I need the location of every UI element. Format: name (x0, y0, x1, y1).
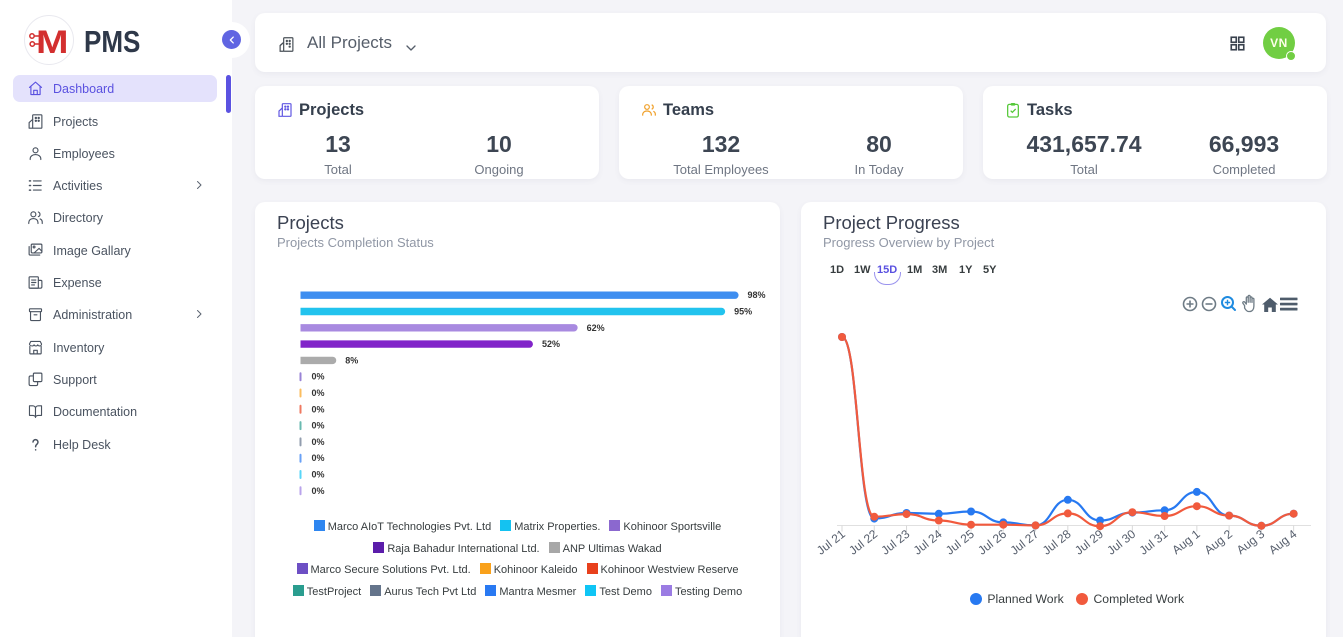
svg-text:Jul 28: Jul 28 (1040, 527, 1074, 558)
svg-text:Jul 31: Jul 31 (1137, 527, 1171, 558)
svg-text:Aug 4: Aug 4 (1266, 527, 1300, 558)
svg-text:0%: 0% (312, 437, 325, 447)
svg-text:95%: 95% (734, 307, 752, 317)
svg-text:0%: 0% (312, 486, 325, 496)
svg-text:0%: 0% (312, 388, 325, 398)
svg-text:Jul 26: Jul 26 (975, 527, 1009, 558)
svg-text:Jul 23: Jul 23 (879, 527, 913, 558)
svg-text:52%: 52% (542, 339, 560, 349)
svg-text:98%: 98% (748, 290, 766, 300)
svg-text:Jul 22: Jul 22 (846, 527, 880, 558)
svg-text:0%: 0% (312, 470, 325, 480)
svg-text:Jul 27: Jul 27 (1008, 527, 1042, 558)
svg-text:Jul 30: Jul 30 (1104, 527, 1138, 558)
svg-text:8%: 8% (345, 355, 358, 365)
svg-text:Jul 21: Jul 21 (814, 527, 848, 558)
svg-text:Aug 1: Aug 1 (1169, 527, 1203, 558)
svg-text:0%: 0% (312, 453, 325, 463)
svg-text:Jul 29: Jul 29 (1072, 527, 1106, 558)
svg-text:62%: 62% (587, 323, 605, 333)
svg-text:Jul 24: Jul 24 (911, 527, 945, 558)
svg-text:0%: 0% (312, 372, 325, 382)
svg-text:0%: 0% (312, 421, 325, 431)
svg-text:Aug 2: Aug 2 (1202, 527, 1236, 558)
svg-text:M: M (36, 24, 69, 60)
svg-text:Jul 25: Jul 25 (943, 527, 977, 558)
svg-text:Aug 3: Aug 3 (1234, 527, 1268, 558)
svg-text:0%: 0% (312, 404, 325, 414)
